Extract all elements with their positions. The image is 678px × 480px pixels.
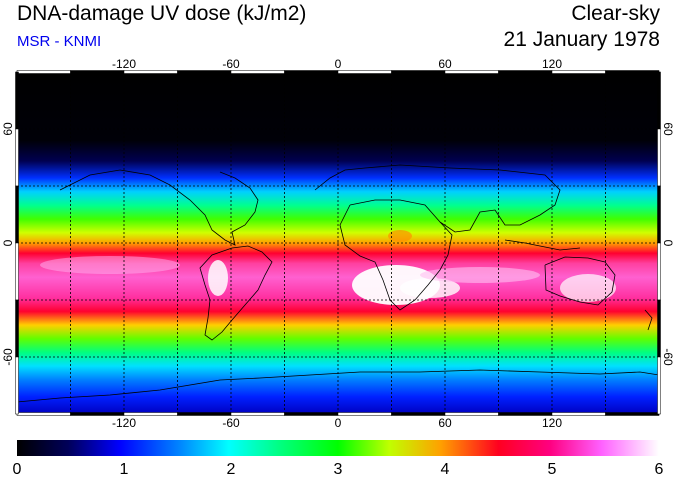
frame-band-left — [15, 71, 19, 130]
south-america-coast — [199, 245, 273, 341]
longitude-tick-label: 60 — [438, 57, 452, 71]
longitude-tick-label: 0 — [335, 416, 342, 430]
frame-band-left — [15, 299, 19, 358]
frame-band-left — [15, 356, 19, 415]
frame-band-top — [605, 70, 660, 74]
colorbar-tick-label: 4 — [441, 461, 450, 478]
latitude-tick-label: 60 — [661, 122, 675, 136]
frame-band-left — [15, 128, 19, 187]
colorbar-tick-label: 3 — [334, 461, 343, 478]
source-label: MSR - KNMI — [17, 33, 102, 50]
frame-band-right — [657, 356, 661, 415]
longitude-tick-label: 120 — [542, 416, 562, 430]
australia-coast — [544, 256, 616, 306]
indonesia-coast — [504, 239, 581, 251]
colorbar-tick-label: 2 — [227, 461, 236, 478]
longitude-tick-label: 0 — [335, 57, 342, 71]
frame-band-top — [16, 70, 71, 74]
frame-band-bottom — [337, 412, 392, 416]
frame-band-top — [284, 70, 339, 74]
colorbar-tick-label: 5 — [548, 461, 557, 478]
europe-asia-coast — [314, 164, 561, 233]
colorbar — [17, 440, 659, 456]
frame-band-top — [391, 70, 446, 74]
latitude-ticks-right: 60 0 -60 — [661, 122, 675, 366]
frame-band-right — [657, 299, 661, 358]
longitude-tick-label: 120 — [542, 57, 562, 71]
latitude-tick-label: -60 — [1, 348, 15, 366]
frame-band-right — [657, 185, 661, 244]
colorbar-labels: 0 1 2 3 4 5 6 — [13, 461, 664, 478]
chart-title: DNA-damage UV dose (kJ/m2) — [17, 2, 307, 25]
longitude-tick-label: 60 — [438, 416, 452, 430]
longitude-tick-label: -120 — [112, 57, 136, 71]
frame-band-bottom — [605, 412, 660, 416]
latitude-tick-label: 60 — [1, 122, 15, 136]
north-america-coast — [59, 169, 259, 246]
frame-band-bottom — [391, 412, 446, 416]
frame-band-bottom — [284, 412, 339, 416]
colorbar-tick-label: 0 — [13, 461, 22, 478]
longitude-ticks-bottom: -120 -60 0 60 120 — [112, 416, 562, 430]
frame-band-bottom — [16, 412, 71, 416]
frame-band-left — [15, 185, 19, 244]
frame-band-bottom — [444, 412, 499, 416]
antarctica-coast — [17, 369, 659, 403]
coastlines — [17, 164, 659, 403]
frame-band-right — [657, 71, 661, 130]
frame-band-top — [337, 70, 392, 74]
sky-condition-label: Clear-sky — [571, 2, 660, 25]
frame-band-top — [444, 70, 499, 74]
latitude-tick-label: 0 — [661, 240, 675, 247]
longitude-tick-label: -60 — [222, 416, 240, 430]
latitude-ticks-left: 60 0 -60 — [1, 122, 15, 366]
longitude-ticks-top: -120 -60 0 60 120 — [112, 57, 562, 71]
date-label: 21 January 1978 — [503, 28, 660, 51]
latitude-tick-label: -60 — [661, 348, 675, 366]
longitude-tick-label: -120 — [112, 416, 136, 430]
colorbar-tick-label: 6 — [655, 461, 664, 478]
frame-band-right — [657, 242, 661, 301]
longitude-tick-label: -60 — [222, 57, 240, 71]
frame-band-left — [15, 242, 19, 301]
africa-coast — [339, 199, 453, 311]
colorbar-tick-label: 1 — [120, 461, 129, 478]
frame-band-right — [657, 128, 661, 187]
latitude-tick-label: 0 — [1, 239, 15, 246]
new-zealand-coast — [644, 309, 653, 331]
frame-border-bands — [15, 70, 661, 416]
graticule — [17, 72, 659, 414]
